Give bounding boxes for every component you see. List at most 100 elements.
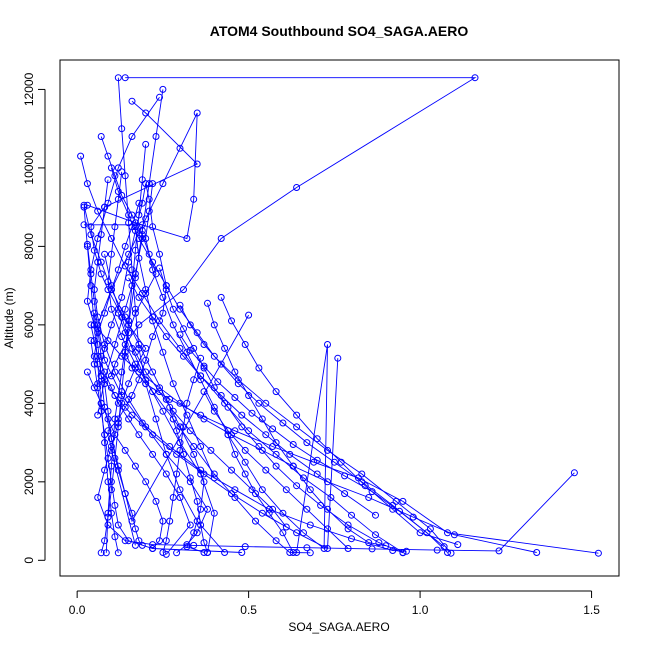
data-point	[107, 286, 115, 294]
data-point	[142, 478, 150, 486]
data-point	[83, 242, 91, 250]
data-point	[228, 466, 235, 474]
data-point	[341, 472, 349, 480]
data-point	[159, 348, 167, 356]
data-point	[125, 258, 133, 266]
data-point	[293, 549, 301, 556]
data-point	[180, 450, 187, 458]
data-point	[180, 325, 187, 333]
data-point	[238, 423, 246, 431]
data-point	[389, 547, 397, 554]
data-point	[118, 293, 126, 301]
data-point	[149, 258, 157, 266]
data-point	[200, 415, 208, 423]
data-point	[104, 415, 112, 423]
data-point	[128, 411, 136, 419]
data-point	[193, 497, 201, 505]
data-point	[228, 490, 235, 498]
x-tick-label: 0.0	[69, 603, 86, 617]
data-point	[107, 305, 115, 313]
data-point	[255, 364, 263, 372]
data-point	[162, 333, 170, 341]
data-point	[97, 549, 105, 557]
data-point	[173, 470, 181, 478]
data-point	[197, 411, 205, 419]
data-point	[145, 207, 153, 215]
data-point	[149, 450, 157, 458]
data-point	[409, 513, 417, 521]
series-line	[134, 226, 215, 479]
data-point	[125, 211, 133, 219]
data-point	[104, 454, 112, 462]
data-point	[402, 547, 410, 555]
data-point	[186, 346, 194, 354]
data-point	[166, 517, 174, 525]
data-point	[80, 201, 88, 209]
data-point	[135, 293, 143, 301]
data-point	[282, 523, 290, 531]
data-point	[262, 466, 270, 474]
data-point	[272, 388, 280, 396]
data-point	[166, 403, 174, 411]
data-point	[341, 490, 349, 498]
series-line	[179, 304, 445, 547]
data-point	[131, 246, 139, 254]
data-point	[90, 360, 98, 368]
data-point	[107, 446, 115, 454]
data-point	[156, 317, 163, 325]
data-point	[440, 543, 448, 551]
data-point	[310, 458, 318, 466]
data-point	[447, 549, 455, 557]
data-point	[162, 450, 170, 458]
data-point	[228, 431, 235, 439]
data-point	[217, 235, 225, 242]
data-point	[444, 549, 451, 556]
data-point	[190, 344, 198, 352]
data-point	[162, 470, 170, 478]
data-point	[186, 521, 194, 529]
data-point	[197, 443, 205, 450]
series-line	[105, 89, 164, 553]
data-point	[248, 409, 256, 417]
data-point	[135, 344, 143, 352]
data-point	[114, 195, 122, 203]
data-point	[289, 462, 297, 470]
data-point	[176, 305, 184, 313]
data-point	[183, 543, 191, 551]
data-point	[114, 549, 122, 557]
data-point	[121, 262, 129, 270]
data-point	[313, 470, 321, 478]
data-point	[159, 293, 167, 301]
data-point	[111, 454, 119, 462]
data-point	[156, 388, 163, 396]
data-point	[495, 547, 503, 555]
data-point	[118, 388, 126, 396]
data-point	[265, 505, 273, 513]
data-point	[125, 317, 133, 325]
data-point	[159, 309, 167, 317]
data-point	[389, 501, 397, 509]
data-point	[162, 550, 170, 558]
data-point	[190, 541, 198, 549]
data-point	[90, 246, 98, 254]
data-point	[303, 439, 311, 447]
data-point	[97, 270, 105, 278]
data-point	[111, 368, 119, 376]
data-point	[241, 446, 249, 454]
data-point	[231, 427, 239, 435]
series-line	[227, 434, 294, 553]
data-point	[118, 125, 126, 133]
series-line	[84, 224, 143, 416]
data-point	[348, 511, 355, 519]
data-point	[111, 533, 119, 541]
data-point	[368, 488, 376, 496]
data-point	[142, 286, 150, 294]
series-line	[145, 183, 328, 553]
data-point	[186, 427, 194, 435]
data-point	[190, 376, 198, 384]
data-point	[131, 305, 139, 313]
data-point	[193, 529, 201, 537]
data-point	[101, 309, 109, 317]
data-point	[190, 195, 198, 203]
data-point	[293, 482, 301, 490]
